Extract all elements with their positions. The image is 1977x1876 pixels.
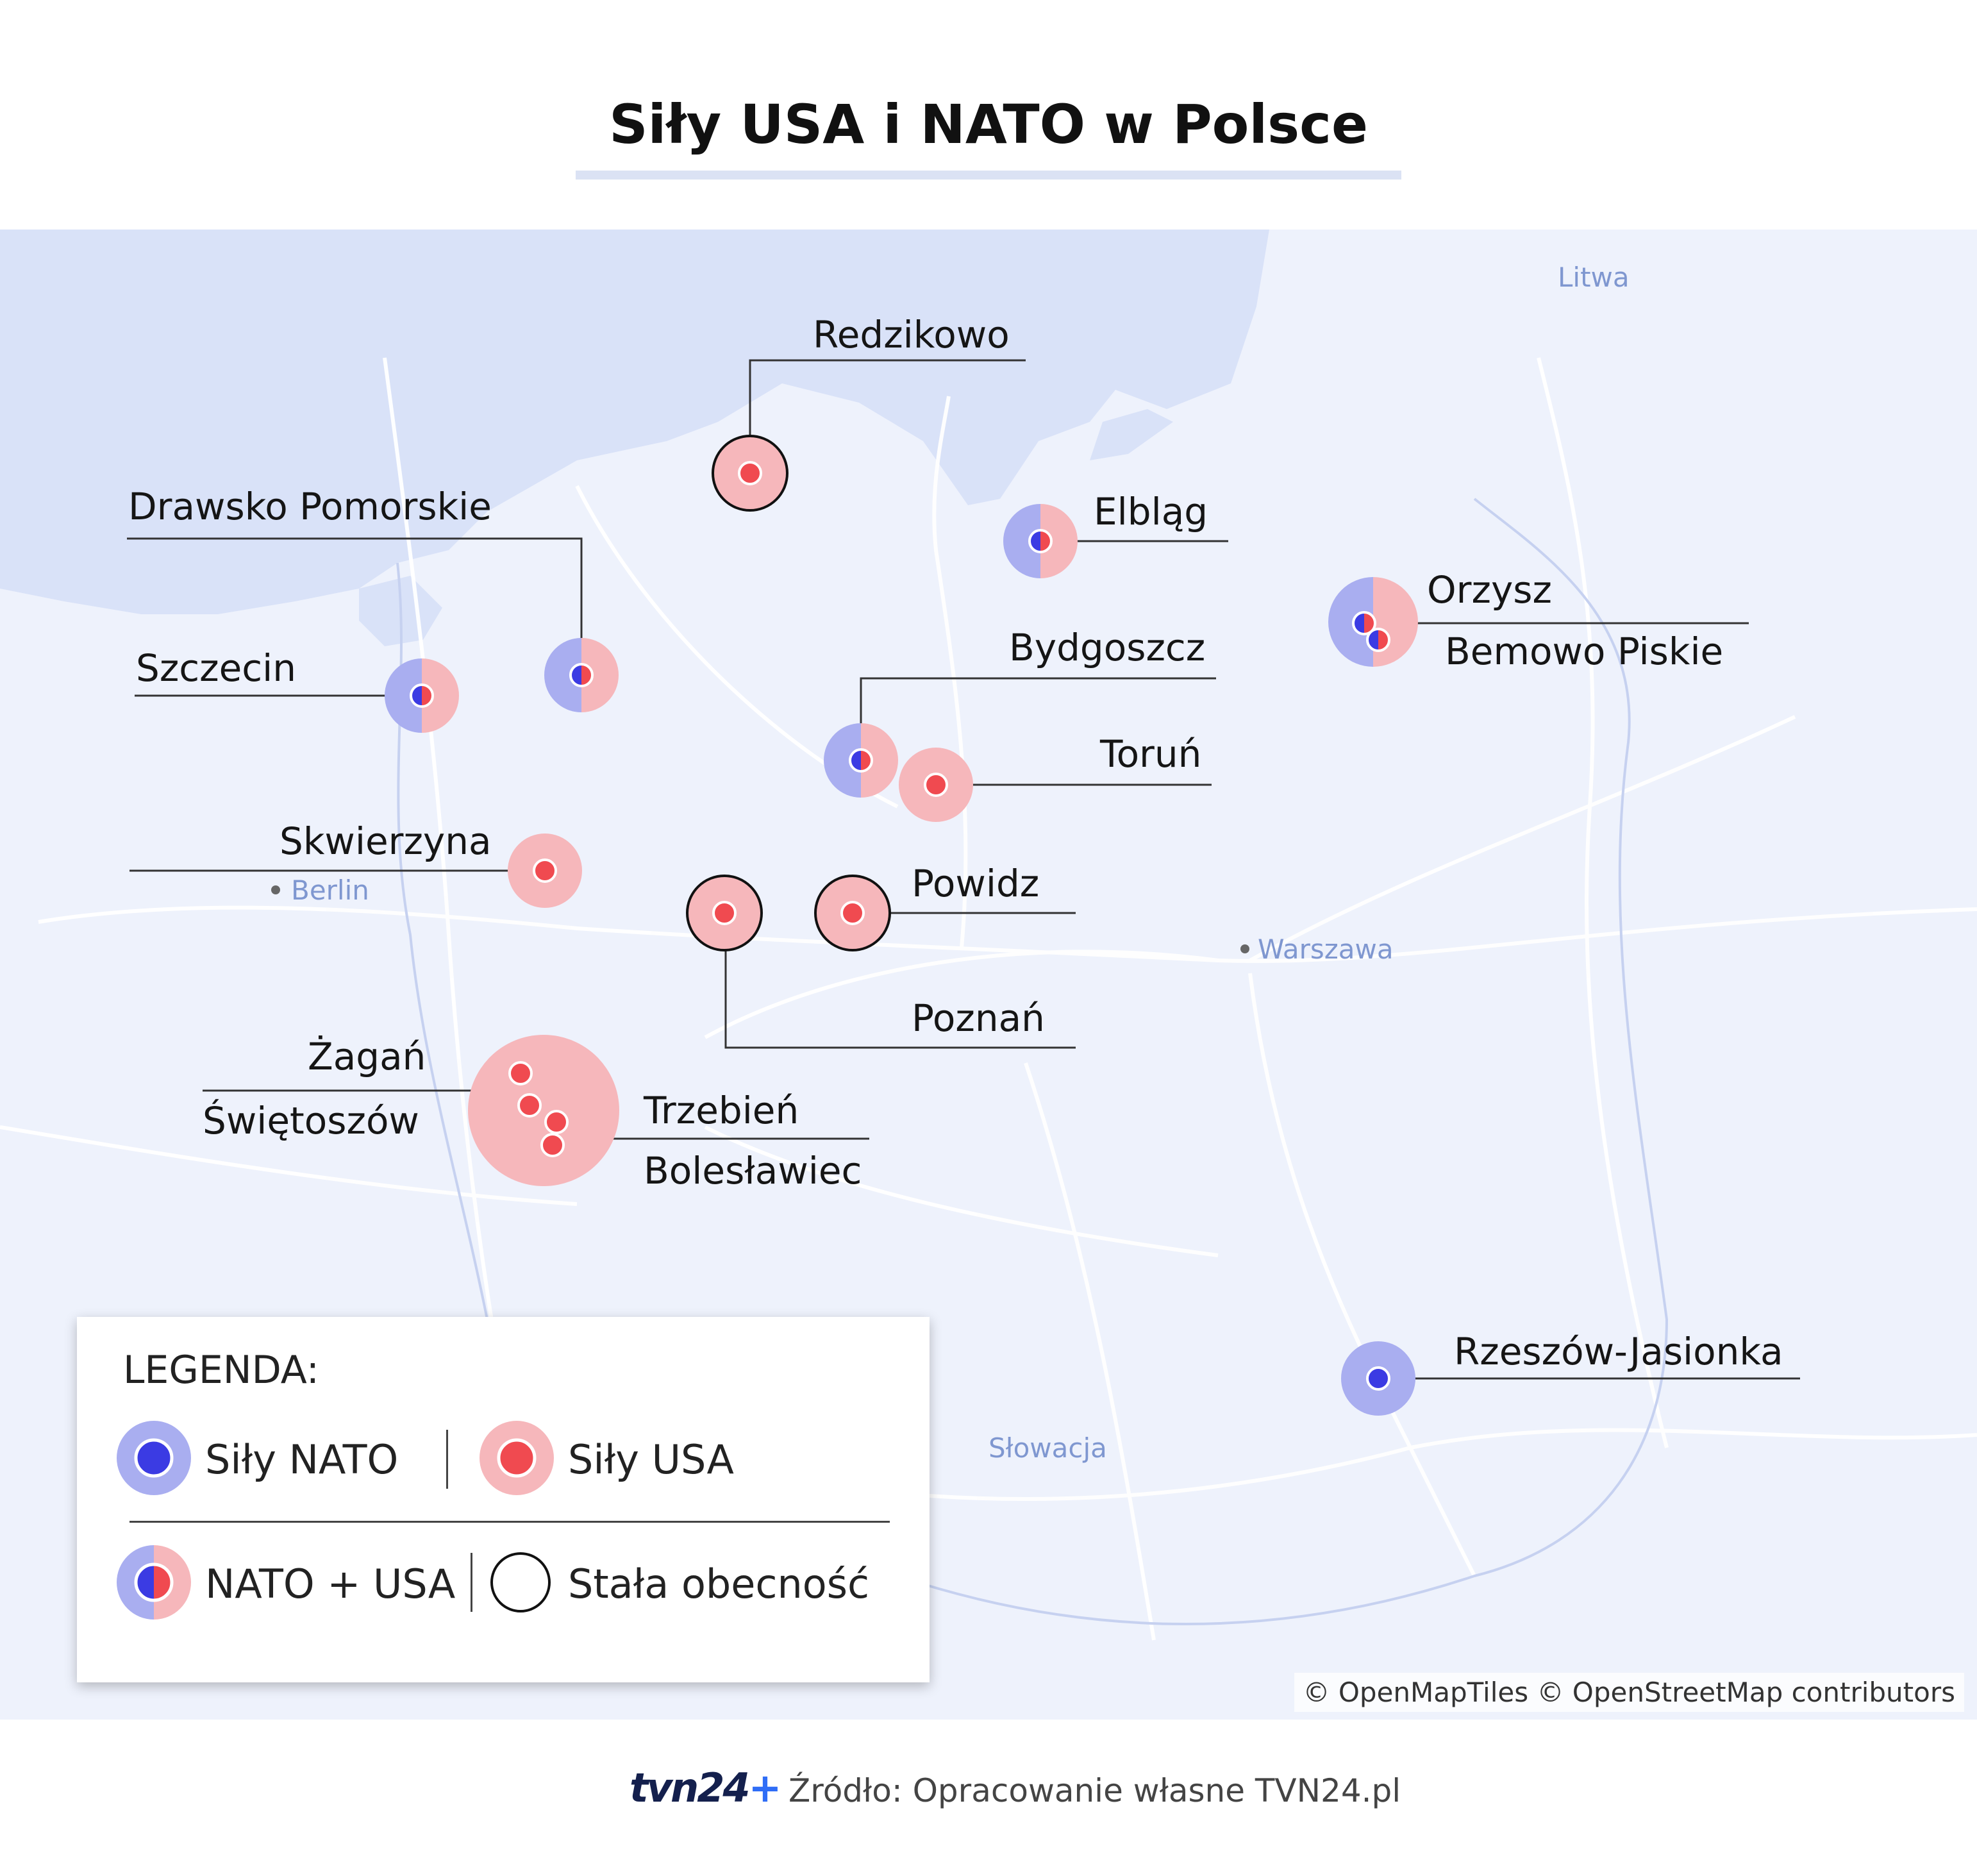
- marker-skwierzyna: [508, 833, 582, 908]
- site-label: Orzysz: [1427, 568, 1552, 612]
- site-label: Trzebień: [644, 1089, 799, 1132]
- marker-redzikowo: [712, 435, 788, 512]
- marker-drawsko: [544, 638, 619, 712]
- usa-symbol-icon: [480, 1421, 554, 1495]
- map-attribution: © OpenMapTiles © OpenStreetMap contribut…: [1294, 1673, 1964, 1712]
- baltic-sea: [0, 230, 1269, 614]
- page-title: Siły USA i NATO w Polsce: [609, 93, 1368, 156]
- marker-elblag: [1003, 504, 1078, 578]
- brand-plus: +: [748, 1764, 781, 1811]
- marker-poznan: [686, 875, 763, 951]
- leader-drawsko: [127, 537, 583, 675]
- label-warsaw: Warszawa: [1258, 934, 1394, 965]
- marker-orzysz-bemowo: [1328, 577, 1418, 667]
- site-label: Poznań: [912, 996, 1045, 1040]
- marker-rzeszow: [1341, 1341, 1415, 1416]
- legend-separator: [129, 1521, 890, 1523]
- title-underline: [576, 171, 1401, 180]
- site-label: Powidz: [912, 862, 1040, 905]
- label-lithuania: Litwa: [1558, 262, 1630, 293]
- warsaw-dot: [1240, 944, 1249, 953]
- site-label: Drawsko Pomorskie: [128, 485, 492, 528]
- legend: LEGENDA: Siły NATO Siły USA NATO + USA S…: [77, 1317, 930, 1682]
- legend-title: LEGENDA:: [123, 1348, 319, 1393]
- marker-bydgoszcz: [824, 723, 898, 798]
- brand-text: tvn24: [630, 1764, 750, 1811]
- marker-powidz: [814, 875, 891, 951]
- site-label: Rzeszów-Jasionka: [1454, 1330, 1783, 1373]
- legend-divider: [446, 1430, 448, 1489]
- site-label: Toruń: [1100, 732, 1202, 776]
- site-label: Elbląg: [1094, 490, 1208, 533]
- legend-divider: [471, 1553, 472, 1612]
- lagoon-vistula: [1090, 409, 1173, 460]
- site-label: Bydgoszcz: [1009, 626, 1206, 669]
- site-label: Skwierzyna: [279, 819, 492, 863]
- permanent-symbol-icon: [490, 1552, 551, 1612]
- legend-permanent-label: Stała obecność: [568, 1561, 870, 1607]
- leader-poznan: [724, 913, 1076, 1049]
- tvn24-logo: tvn24+: [630, 1764, 781, 1811]
- marker-torun: [899, 748, 973, 822]
- nato-symbol-icon: [117, 1421, 191, 1495]
- site-label: Bolesławiec: [644, 1149, 862, 1193]
- site-label: Redzikowo: [813, 313, 1010, 356]
- nato-usa-symbol-icon: [117, 1545, 191, 1620]
- label-berlin: Berlin: [291, 875, 369, 906]
- map-canvas: [0, 230, 1977, 1641]
- berlin-dot: [271, 885, 280, 894]
- site-label: Szczecin: [136, 646, 297, 690]
- marker-szczecin: [385, 658, 459, 733]
- label-slovakia: Słowacja: [989, 1432, 1107, 1464]
- legend-both-label: NATO + USA: [205, 1561, 456, 1607]
- site-label: Bemowo Piskie: [1445, 630, 1724, 673]
- site-label: Żagań: [308, 1035, 426, 1078]
- source-text: Źródło: Opracowanie własne TVN24.pl: [788, 1772, 1401, 1809]
- legend-nato-label: Siły NATO: [205, 1436, 399, 1483]
- marker-zagan-cluster: [468, 1035, 619, 1186]
- legend-usa-label: Siły USA: [568, 1436, 734, 1483]
- site-label: Świętoszów: [203, 1099, 419, 1143]
